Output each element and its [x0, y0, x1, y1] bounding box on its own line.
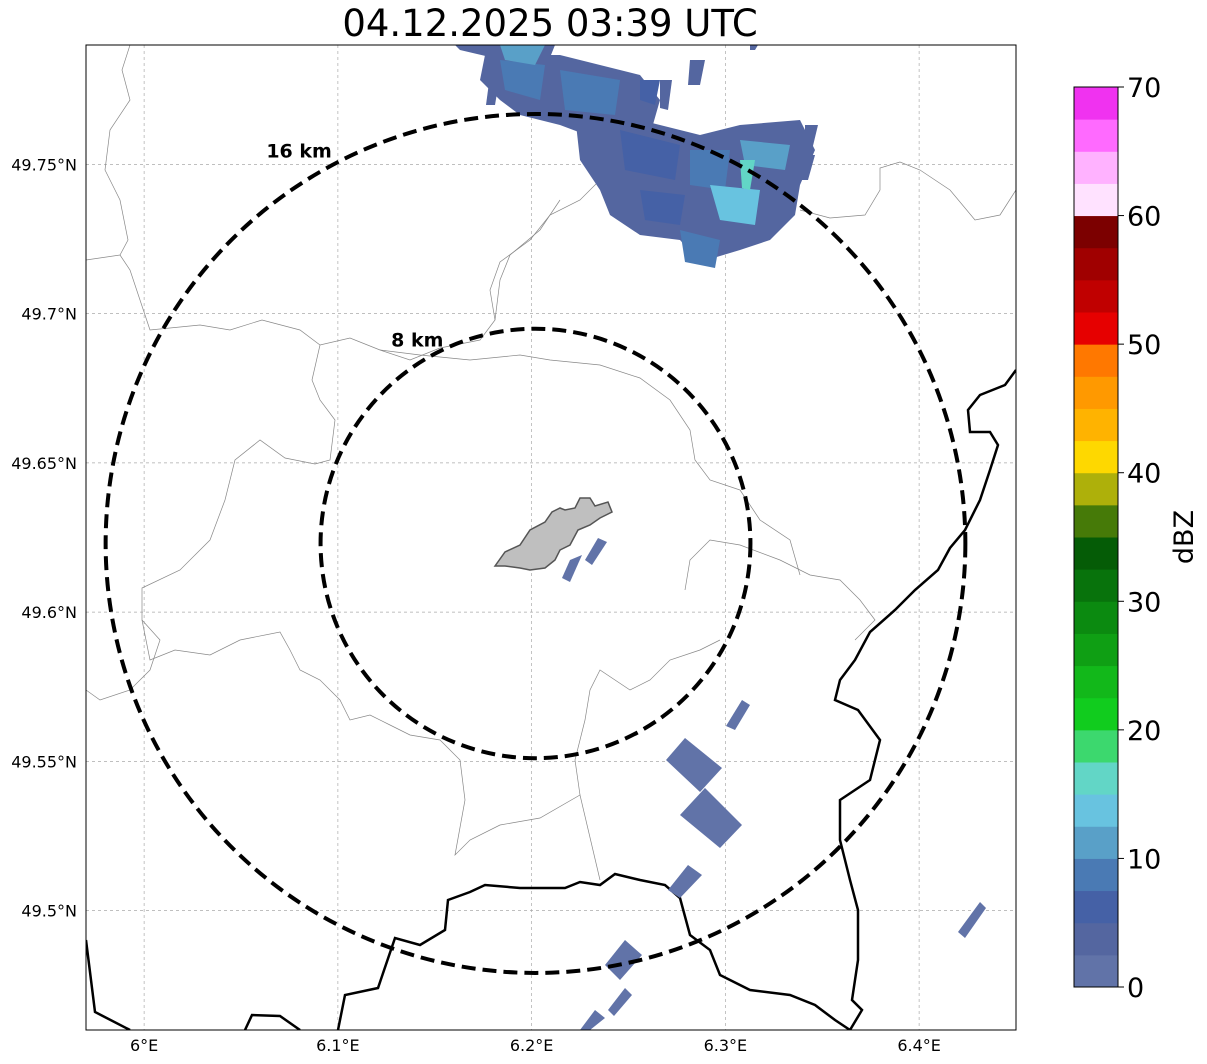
colorbar-segment — [1074, 858, 1118, 892]
radar-echoes — [455, 45, 986, 1030]
colorbar-segment — [1074, 87, 1118, 120]
colorbar-unit-label: dBZ — [1169, 510, 1200, 564]
colorbar-frame — [1073, 86, 1119, 988]
lat-tick-label: 49.6°N — [21, 603, 77, 622]
colorbar-segment — [1074, 344, 1118, 377]
longitude-labels: 6°E 6.1°E 6.2°E 6.3°E 6.4°E — [130, 1036, 941, 1055]
lat-tick-label: 49.5°N — [21, 902, 77, 921]
lon-tick-label: 6.2°E — [510, 1036, 554, 1055]
map-title: 04.12.2025 03:39 UTC — [342, 2, 758, 45]
lat-tick-label: 49.75°N — [11, 155, 77, 174]
colorbar-segment — [1074, 762, 1118, 795]
colorbar-segment — [1074, 601, 1118, 634]
lon-tick-label: 6.4°E — [897, 1036, 941, 1055]
colorbar-segment — [1074, 119, 1118, 152]
map-frame — [85, 44, 1017, 1031]
range-rings: 8 km 16 km — [103, 111, 968, 975]
colorbar-segment — [1074, 312, 1118, 345]
colorbar-tick-label: 30 — [1127, 587, 1161, 618]
colorbar-segment — [1074, 794, 1118, 827]
commune-boundaries — [86, 45, 1016, 881]
lat-tick-label: 49.65°N — [11, 454, 77, 473]
colorbar-segment — [1074, 279, 1118, 313]
colorbar-segment — [1074, 569, 1118, 602]
colorbar-segment — [1074, 729, 1118, 763]
colorbar-segment — [1074, 472, 1118, 506]
range-ring — [318, 326, 753, 761]
lat-tick-label: 49.55°N — [11, 752, 77, 771]
country-border — [86, 369, 1016, 1030]
colorbar-segment — [1074, 633, 1118, 667]
range-ring — [103, 111, 968, 975]
colorbar-tick-label: 50 — [1127, 330, 1161, 361]
colorbar-segment — [1074, 504, 1118, 538]
lon-tick-label: 6.1°E — [316, 1036, 360, 1055]
gridlines — [86, 45, 1016, 1030]
colorbar-segment — [1074, 247, 1118, 281]
lon-tick-label: 6°E — [130, 1036, 158, 1055]
colorbar-segment — [1074, 183, 1118, 217]
colorbar-segment — [1074, 665, 1118, 699]
colorbar-segment — [1074, 826, 1118, 859]
echo-cells-south — [562, 538, 986, 1030]
colorbar: 0 10 20 30 40 50 60 70 dBZ — [1073, 73, 1200, 1004]
colorbar-segment — [1074, 697, 1118, 731]
latitude-labels: 49.5°N 49.55°N 49.6°N 49.65°N 49.7°N 49.75°N — [11, 155, 77, 920]
colorbar-segment — [1074, 954, 1118, 988]
colorbar-segment — [1074, 376, 1118, 409]
colorbar-segment — [1074, 440, 1118, 474]
colorbar-segment — [1074, 408, 1118, 442]
lat-tick-label: 49.7°N — [21, 305, 77, 324]
colorbar-tick-label: 10 — [1127, 844, 1161, 875]
colorbar-tick-label: 70 — [1127, 73, 1161, 104]
colorbar-tick-label: 0 — [1127, 973, 1144, 1004]
range-ring-label: 16 km — [266, 141, 332, 163]
colorbar-segment — [1074, 215, 1118, 249]
colorbar-segment — [1074, 890, 1118, 924]
colorbar-segment — [1074, 537, 1118, 570]
colorbar-segment — [1074, 151, 1118, 184]
echo-cluster-north — [455, 45, 818, 268]
colorbar-tick-label: 60 — [1127, 202, 1161, 233]
colorbar-segment — [1074, 922, 1118, 956]
city-area — [493, 497, 613, 571]
lon-tick-label: 6.3°E — [704, 1036, 748, 1055]
colorbar-tick-label: 20 — [1127, 716, 1161, 747]
range-ring-label: 8 km — [391, 330, 443, 352]
colorbar-tick-label: 40 — [1127, 459, 1161, 490]
